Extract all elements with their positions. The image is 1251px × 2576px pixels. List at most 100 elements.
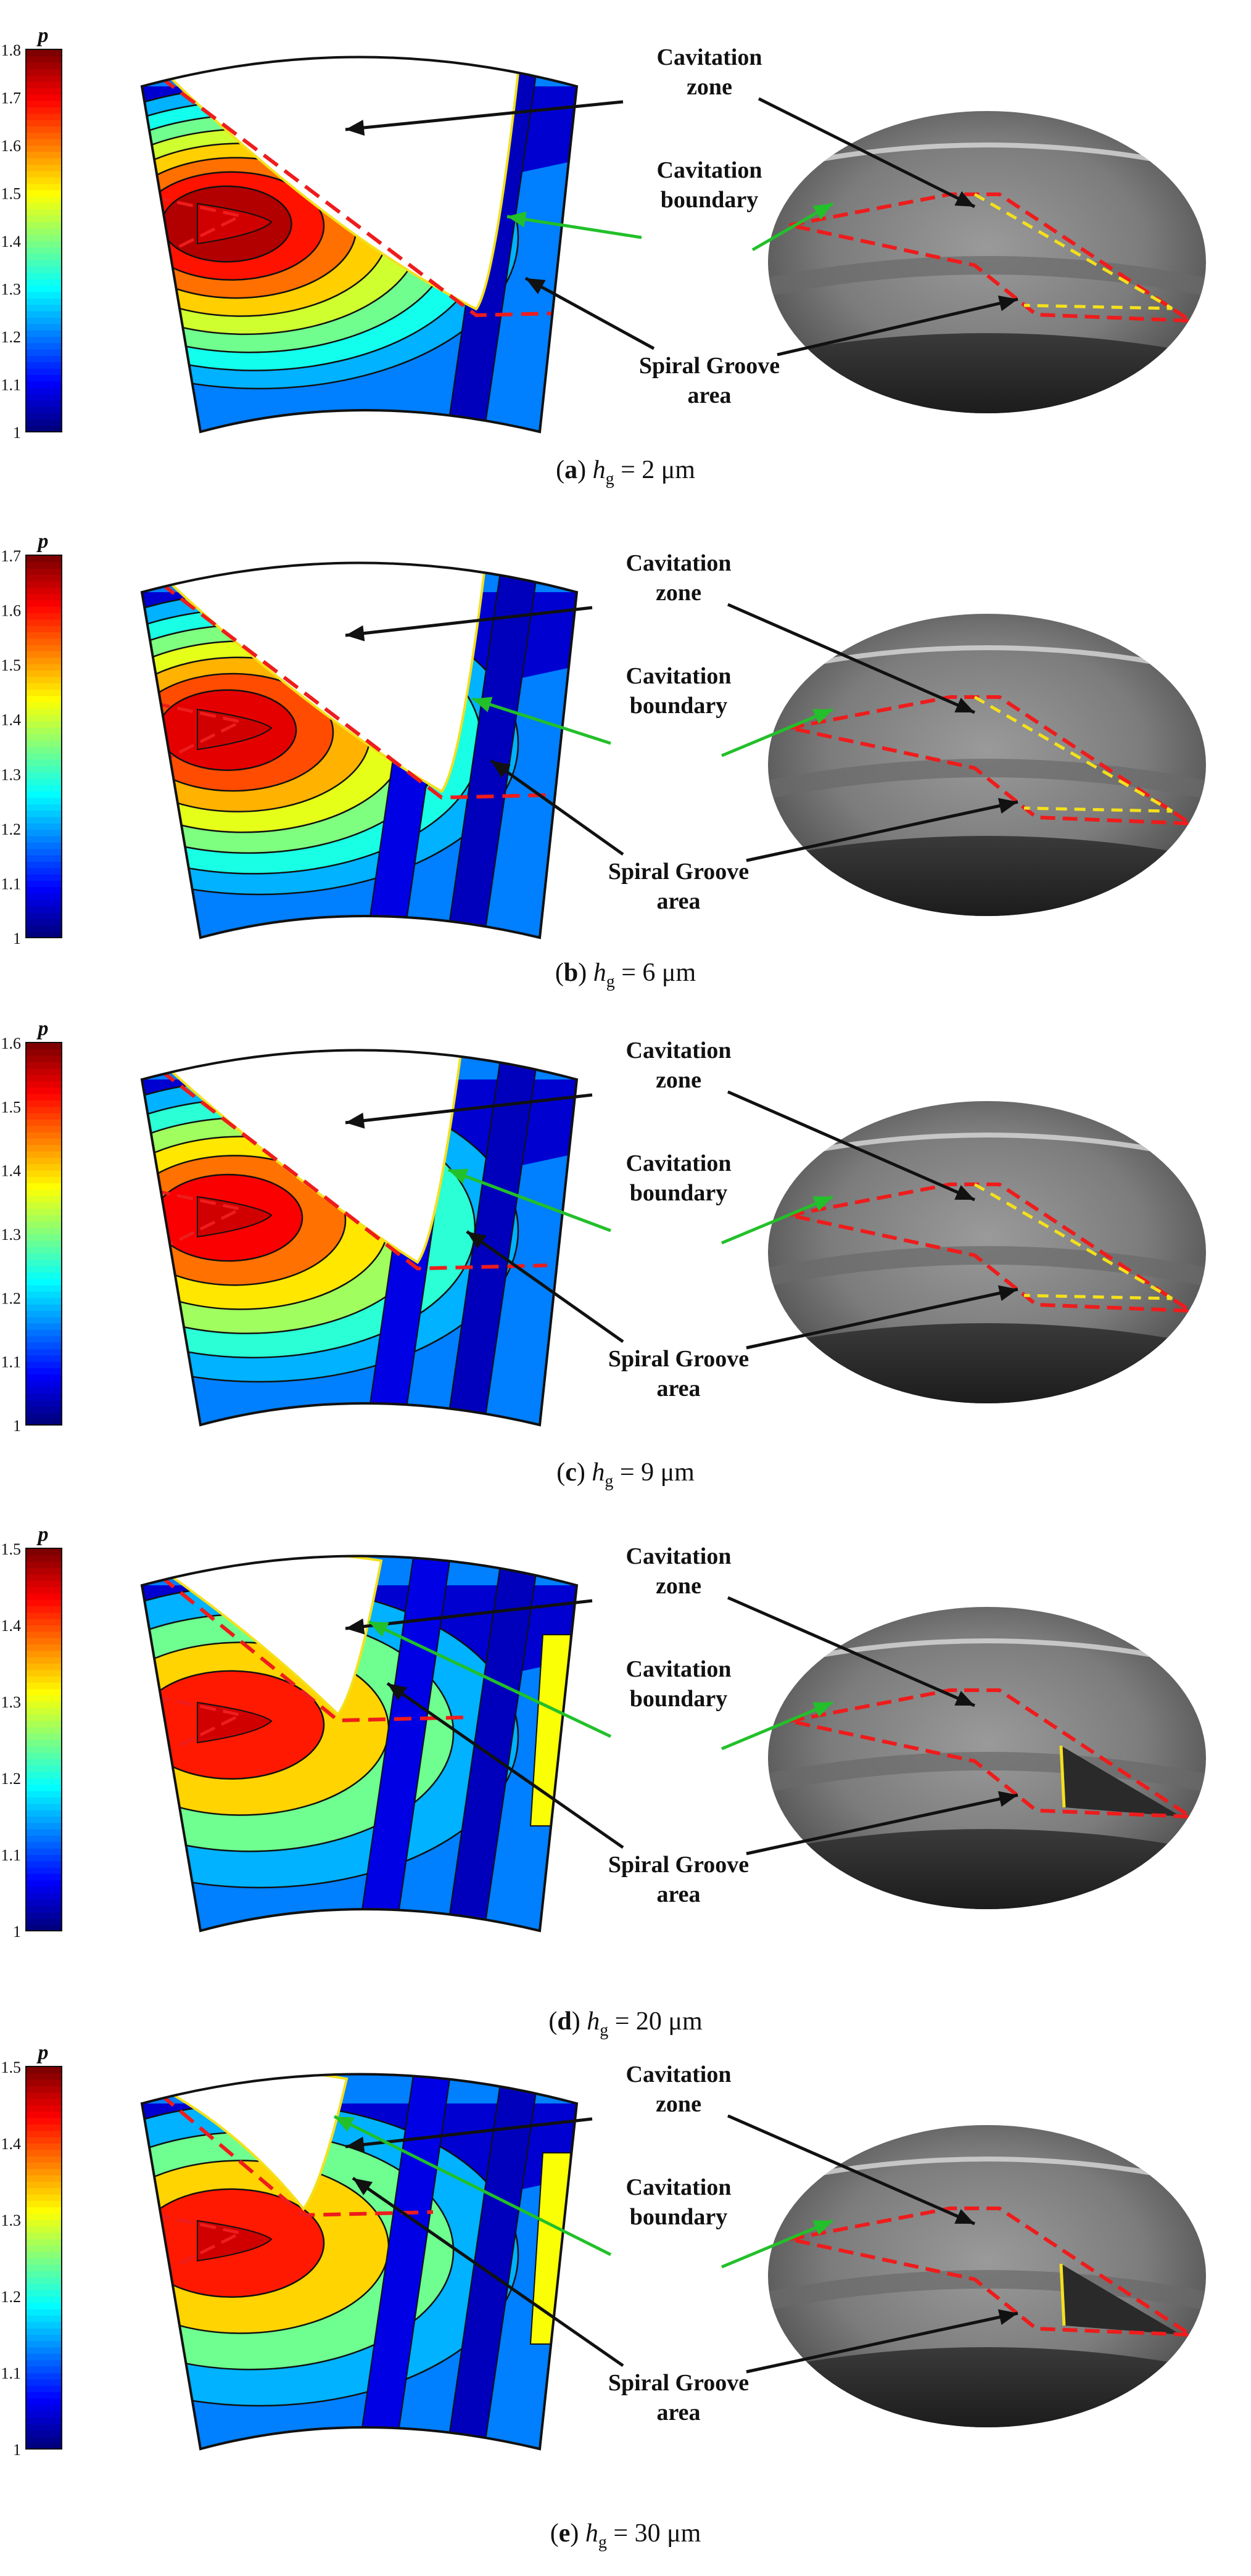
colorbar-segment (26, 1342, 62, 1349)
caption-subscript: g (600, 2021, 608, 2040)
colorbar-segment (26, 842, 62, 849)
colorbar-tick-label: 1.5 (1, 656, 22, 674)
caption-letter: b (564, 959, 578, 987)
colorbar-segment (26, 708, 62, 716)
arrow-groove-to-map-head (466, 1231, 487, 1249)
colorbar-segment (26, 657, 62, 664)
colorbar-segment (26, 1593, 62, 1600)
colorbar-symbol: p (36, 530, 49, 553)
colorbar-segment (26, 2073, 62, 2080)
arrow-groove-to-photo (777, 297, 1018, 357)
arrow-groove-to-photo-head (997, 1285, 1018, 1302)
colorbar-segment (26, 1650, 62, 1657)
caption-space (654, 1458, 661, 1487)
colorbar-segment (26, 2315, 62, 2322)
colorbar: p 1.5 1.4 1.3 1.2 1.1 1 (1, 2041, 62, 2459)
colorbar-segment (26, 202, 62, 210)
colorbar-segment (26, 2168, 62, 2176)
colorbar-segment (26, 1361, 62, 1368)
colorbar-tick-label: 1.2 (1, 1289, 22, 1307)
colorbar-segment (26, 2296, 62, 2303)
peak-pressure-core (197, 2219, 273, 2262)
colorbar-segment (26, 176, 62, 184)
colorbar-segment (26, 1368, 62, 1375)
colorbar-segment (26, 1399, 62, 1406)
colorbar-frame (25, 1042, 62, 1426)
colorbar-segment (26, 2411, 62, 2418)
colorbar-segment (26, 1406, 62, 1413)
colorbar-segment (26, 1183, 62, 1190)
caption-unit: μm (661, 456, 696, 484)
arrow-boundary-to-map-head (507, 211, 527, 228)
colorbar-segment (26, 854, 62, 862)
colorbar-segment (26, 785, 62, 792)
colorbar-segment (26, 2417, 62, 2424)
colorbar-tick-label: 1.2 (1, 1770, 22, 1788)
colorbar-frame (25, 49, 62, 432)
colorbar-segment (26, 1100, 62, 1107)
colorbar-segment (26, 1348, 62, 1356)
photo-highlight-ring (768, 142, 1206, 172)
caption-unit: μm (661, 1458, 695, 1487)
colorbar-segment (26, 2340, 62, 2348)
colorbar-segment (26, 880, 62, 888)
colorbar-tick-label: 1 (13, 930, 21, 947)
colorbar-tick-label: 1 (13, 1923, 21, 1941)
colorbar-segment (26, 906, 62, 913)
caption-equals: = (608, 2007, 636, 2036)
colorbar-segment (26, 2213, 62, 2220)
arrow-groove-to-map-head (387, 1683, 408, 1701)
colorbar-segment (26, 88, 62, 95)
colorbar-segment (26, 164, 62, 171)
caption-value: 30 (635, 2519, 661, 2548)
colorbar-segment (26, 2232, 62, 2239)
arrow-boundary-to-photo (721, 1701, 833, 1751)
label-cavitation-zone-line2: zone (687, 74, 732, 100)
colorbar-segment (26, 68, 62, 76)
photo-highlight-ring (768, 1133, 1206, 1162)
colorbar-segment (26, 272, 62, 279)
photo-cavity-outline-yellow (973, 695, 1173, 813)
colorbar-segment (26, 714, 62, 722)
colorbar-segment (26, 2149, 62, 2157)
core-boundary-dashed (153, 1189, 246, 1254)
caption-subscript: g (598, 2533, 607, 2552)
spiral-groove-strip (446, 563, 541, 938)
colorbar-segment (26, 355, 62, 363)
caption-close: ) (570, 2519, 585, 2548)
colorbar-segment (26, 1081, 62, 1088)
colorbar-segment (26, 323, 62, 331)
photo-highlight-ring (768, 1638, 1206, 1668)
colorbar-segment (26, 298, 62, 305)
photo-cavity-outline-red (789, 1183, 1197, 1313)
colorbar-segment (26, 766, 62, 773)
photo-highlight-ring (768, 645, 1206, 675)
photo-content (768, 1607, 1206, 1909)
colorbar-segment (26, 119, 62, 126)
colorbar-segment (26, 925, 62, 932)
contour-levels (142, 563, 577, 938)
predicted-boundary-dashed (159, 2092, 434, 2218)
panel-caption: (e) hg = 30 μm (550, 2519, 701, 2552)
colorbar-segment (26, 317, 62, 324)
caption-value: 2 (642, 456, 654, 484)
colorbar-segment (26, 1778, 62, 1785)
colorbar-segment (26, 1727, 62, 1734)
colorbar-segment (26, 606, 62, 613)
colorbar-tick-label: 1.4 (1, 2135, 22, 2153)
colorbar: p 1.5 1.4 1.3 1.2 1.1 1 (1, 1523, 62, 1941)
sector-outline (140, 1554, 579, 1933)
colorbar-tick-label: 1.1 (1, 376, 22, 394)
colorbar-tick-label: 1.6 (1, 602, 22, 620)
colorbar-segment (26, 1873, 62, 1881)
photo-content (768, 614, 1206, 916)
colorbar-segment (26, 720, 62, 728)
arrow-zone-to-photo-head (954, 191, 975, 207)
colorbar-segment (26, 816, 62, 824)
colorbar-segment (26, 1746, 62, 1753)
colorbar-segment (26, 183, 62, 191)
colorbar-segment (26, 419, 62, 426)
photo-content (768, 1101, 1206, 1403)
colorbar-segment (26, 145, 62, 152)
colorbar-segment (26, 1189, 62, 1196)
